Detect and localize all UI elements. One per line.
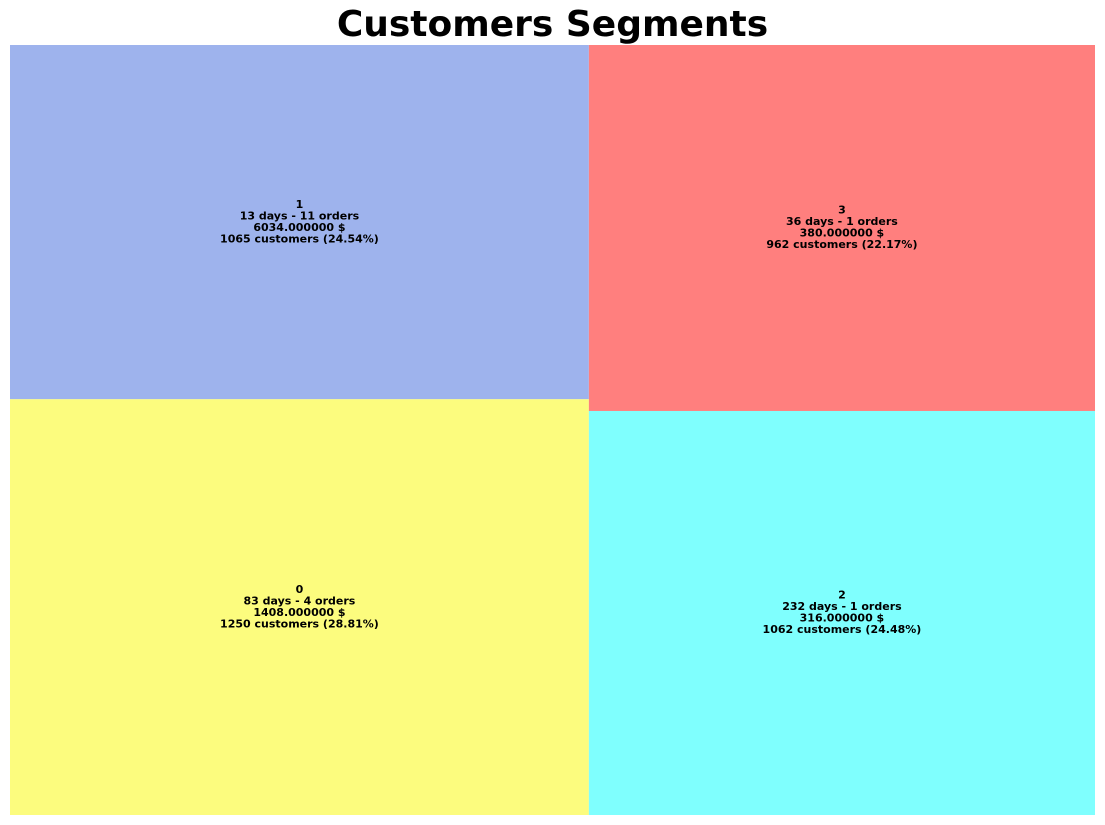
segment-label-0-line-1: 83 days - 4 orders bbox=[244, 594, 356, 607]
segment-label-3-line-3: 962 customers (22.17%) bbox=[766, 238, 917, 251]
segment-label-3-line-1: 36 days - 1 orders bbox=[786, 215, 898, 228]
chart-title: Customers Segments bbox=[336, 4, 769, 45]
segment-label-2-line-0: 2 bbox=[838, 589, 846, 602]
segment-rect-1 bbox=[10, 45, 589, 400]
segment-label-1-line-2: 6034.000000 $ bbox=[253, 221, 345, 234]
segment-rect-0 bbox=[10, 399, 589, 815]
segment-label-1-line-1: 13 days - 11 orders bbox=[240, 209, 360, 222]
segment-rect-2 bbox=[588, 410, 1095, 815]
segment-label-3-line-2: 380.000000 $ bbox=[800, 227, 885, 240]
segment-label-0-line-3: 1250 customers (28.81%) bbox=[220, 617, 379, 630]
segment-label-1-line-3: 1065 customers (24.54%) bbox=[220, 232, 379, 245]
segment-label-2-line-3: 1062 customers (24.48%) bbox=[763, 623, 922, 636]
segment-label-2-line-1: 232 days - 1 orders bbox=[782, 600, 902, 613]
segment-label-0-line-0: 0 bbox=[296, 583, 304, 596]
segment-label-2-line-2: 316.000000 $ bbox=[800, 612, 885, 625]
segment-label-3-line-0: 3 bbox=[838, 204, 846, 217]
segment-label-1-line-0: 1 bbox=[296, 198, 304, 211]
segment-rect-3 bbox=[588, 45, 1095, 411]
segment-label-0-line-2: 1408.000000 $ bbox=[253, 606, 345, 619]
